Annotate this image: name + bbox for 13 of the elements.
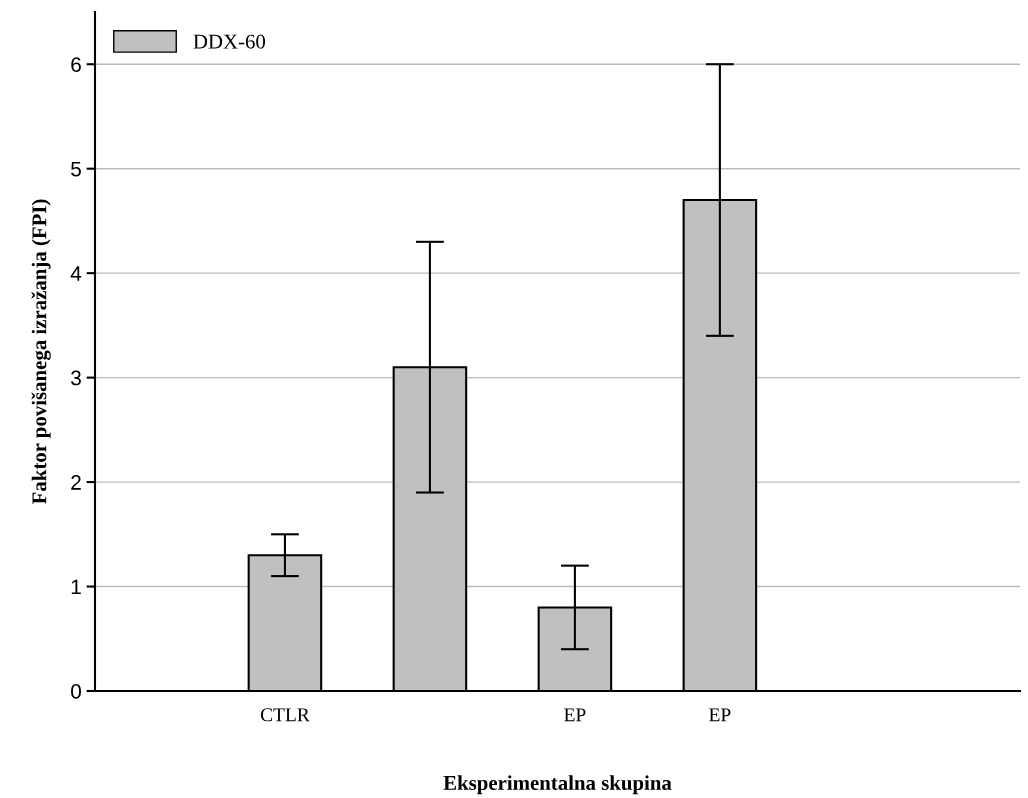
y-tick-label: 0 bbox=[71, 684, 81, 699]
y-tick-label: 4 bbox=[70, 266, 82, 281]
y-tick-label: 5 bbox=[71, 161, 81, 177]
y-tick-label: 1 bbox=[71, 579, 81, 595]
y-tick-label: 6 bbox=[71, 57, 81, 72]
x-tick-label: EP bbox=[564, 708, 586, 722]
x-tick-label: EP bbox=[709, 708, 731, 722]
y-tick-label: 2 bbox=[71, 475, 81, 490]
legend-label: DDX-60 bbox=[193, 34, 266, 49]
y-axis-title: Faktor povišanega izražanja (FPI) bbox=[31, 199, 51, 505]
x-axis-title: Eksperimentalna skupina bbox=[443, 775, 672, 795]
y-tick-label: 3 bbox=[71, 370, 81, 386]
x-tick-label: CTLR bbox=[260, 708, 310, 722]
